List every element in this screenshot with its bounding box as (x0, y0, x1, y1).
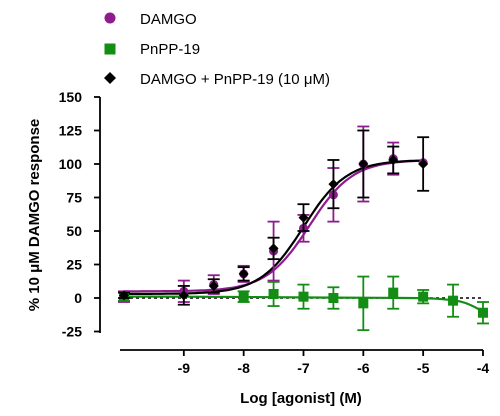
y-axis-label: % 10 μM DAMGO response (26, 119, 43, 312)
data-point-damgo-pnpp19 (208, 280, 219, 291)
data-point-pnpp19 (358, 298, 369, 309)
y-tick-label: 100 (59, 156, 83, 172)
x-tick-label: -7 (297, 360, 310, 376)
x-axis-label: Log [agonist] (M) (240, 390, 362, 407)
data-point-pnpp19 (268, 288, 279, 299)
x-tick-label: -6 (357, 360, 370, 376)
data-point-damgo-pnpp19 (298, 212, 309, 223)
data-point-pnpp19 (448, 295, 459, 306)
fit-curve-damgo-pnpp19 (124, 159, 421, 295)
data-point-damgo-pnpp19 (358, 159, 369, 169)
legend-label-damgo: DAMGO (140, 11, 197, 28)
fit-curve-damgo (124, 159, 421, 293)
legend-marker-damgo-pnpp19 (104, 72, 116, 84)
plot-area (118, 125, 489, 332)
data-point-pnpp19 (238, 291, 249, 302)
data-point-pnpp19 (477, 307, 488, 318)
data-point-damgo-pnpp19 (388, 154, 399, 165)
data-point-pnpp19 (298, 291, 309, 302)
y-tick-label: 50 (66, 223, 82, 239)
data-point-damgo-pnpp19 (418, 159, 429, 169)
x-tick-label: -9 (178, 360, 191, 376)
y-tick-label: 75 (66, 190, 82, 206)
y-ticks: 150 125 100 75 50 25 0 -25 (59, 89, 100, 340)
data-point-damgo-pnpp19 (268, 243, 279, 254)
x-tick-label: -4 (477, 360, 490, 376)
data-point-damgo-pnpp19 (238, 268, 249, 279)
axes: 150 125 100 75 50 25 0 -25 -9 -8 -7 -6 -5 -4 (59, 89, 490, 376)
data-point-pnpp19 (388, 287, 399, 298)
x-ticks: -9 -8 -7 -6 -5 -4 (178, 350, 490, 376)
data-point-damgo-pnpp19 (328, 179, 339, 190)
data-point-damgo-pnpp19 (119, 290, 129, 301)
y-tick-label: 25 (66, 257, 82, 273)
y-tick-label: -25 (62, 324, 82, 340)
data-point-pnpp19 (418, 291, 429, 302)
legend-marker-damgo (104, 12, 116, 24)
legend-label-damgo-pnpp19: DAMGO + PnPP-19 (10 μM) (140, 71, 330, 88)
legend-label-pnpp19: PnPP-19 (140, 41, 200, 58)
data-point-pnpp19 (328, 293, 339, 303)
y-tick-label: 0 (74, 290, 82, 306)
y-tick-label: 150 (59, 89, 83, 105)
y-tick-label: 125 (59, 123, 83, 139)
x-tick-label: -8 (237, 360, 250, 376)
data-point-damgo-pnpp19 (178, 290, 189, 301)
x-tick-label: -5 (417, 360, 430, 376)
legend-marker-pnpp19 (104, 43, 116, 55)
legend: DAMGO PnPP-19 DAMGO + PnPP-19 (10 μM) (104, 11, 330, 88)
